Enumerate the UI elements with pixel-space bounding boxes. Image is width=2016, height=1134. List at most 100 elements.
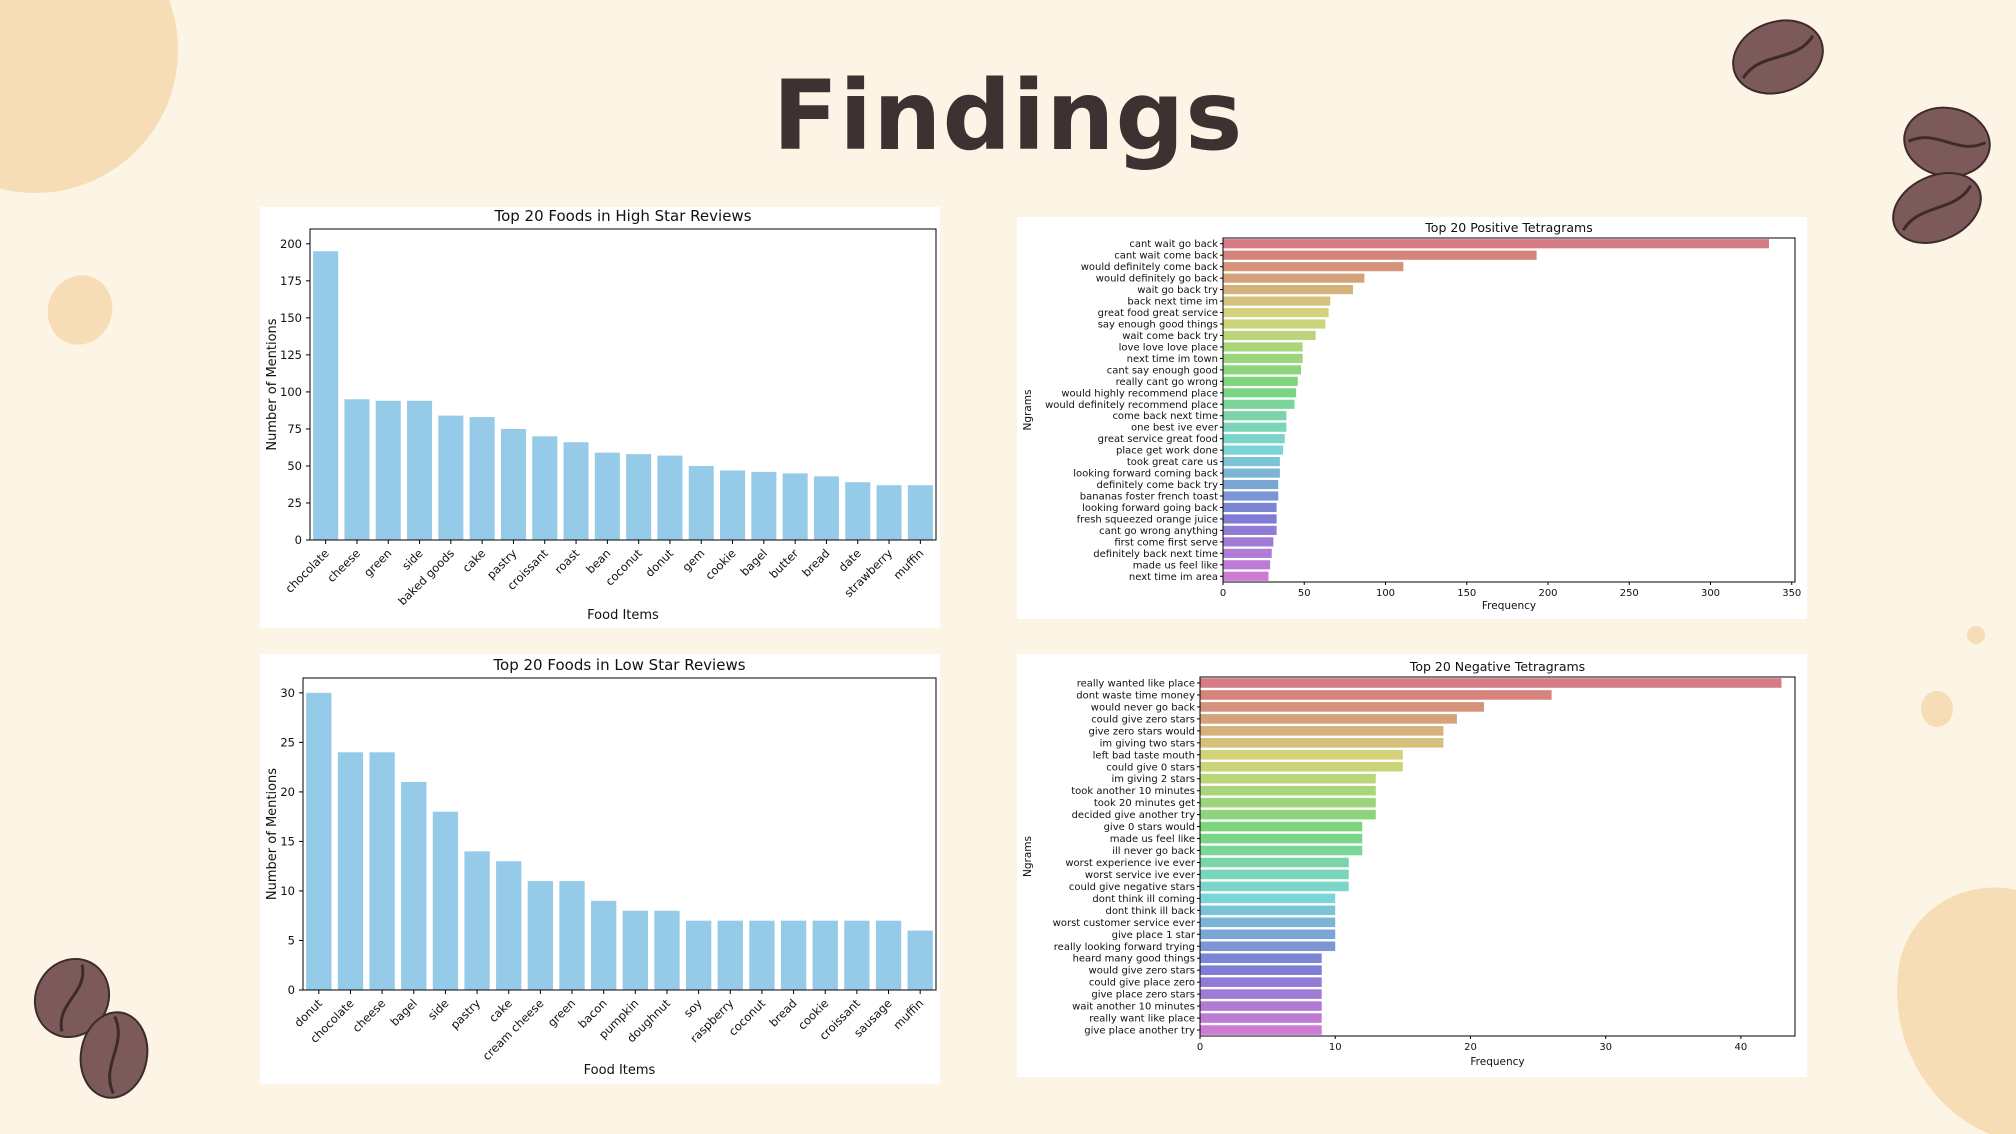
bar	[685, 920, 712, 990]
y-tick-label: heard many good things	[1073, 954, 1195, 965]
bar	[749, 920, 775, 990]
y-tick-label: great food great service	[1098, 308, 1218, 319]
small-blob	[1921, 691, 1953, 727]
bar	[1200, 773, 1376, 784]
bar	[1223, 571, 1269, 581]
x-tick-label: 200	[1538, 588, 1557, 599]
y-tick-label: 0	[288, 983, 295, 997]
bar	[591, 900, 617, 990]
bar	[1223, 319, 1326, 329]
bar	[1223, 285, 1353, 295]
x-axis-label: Frequency	[1482, 600, 1536, 612]
bar	[876, 485, 902, 540]
corner-blob	[1897, 887, 2016, 1134]
y-tick-label: come back next time	[1112, 411, 1218, 422]
bar	[782, 473, 808, 540]
y-tick-label: worst experience ive ever	[1065, 858, 1196, 869]
y-tick-label: cant wait come back	[1114, 251, 1218, 262]
bar	[875, 920, 902, 990]
bar	[1223, 468, 1280, 478]
positive-tetragrams-panel: Top 20 Positive Tetragrams cant wait go b…	[1017, 217, 1807, 619]
bar	[1200, 941, 1336, 952]
y-tick-label: 200	[280, 237, 302, 251]
y-tick-label: next time im town	[1127, 354, 1218, 365]
bar	[1223, 388, 1297, 398]
y-tick-label: would highly recommend place	[1061, 388, 1218, 399]
y-tick-label: could give zero stars	[1091, 714, 1195, 725]
bar	[717, 920, 743, 990]
high-star-chart-panel: Top 20 Foods in High Star Reviews chocola…	[260, 207, 940, 628]
bar	[845, 482, 871, 540]
x-tick-label: muffin	[890, 546, 926, 582]
bar	[563, 442, 589, 540]
y-tick-label: looking forward going back	[1082, 503, 1218, 514]
y-tick-label: 75	[287, 422, 302, 436]
y-tick-label: could give place zero	[1089, 978, 1195, 989]
bar	[844, 920, 870, 990]
y-tick-label: 15	[280, 834, 295, 848]
x-tick-label: 150	[1457, 588, 1476, 599]
bar	[1200, 761, 1403, 772]
y-tick-label: worst customer service ever	[1053, 918, 1196, 929]
bar	[1223, 422, 1287, 432]
x-tick-label: 50	[1298, 588, 1311, 599]
bar	[1200, 917, 1336, 928]
x-tick-label: green	[545, 996, 578, 1029]
y-tick-label: made us feel like	[1133, 560, 1218, 571]
chart-title: Top 20 Negative Tetragrams	[1409, 659, 1585, 674]
bar	[1223, 479, 1279, 490]
bar	[1200, 881, 1349, 892]
y-tick-label: took 20 minutes get	[1094, 798, 1195, 809]
bar	[1200, 678, 1782, 688]
small-dot	[1967, 626, 1985, 644]
y-tick-label: took another 10 minutes	[1071, 786, 1195, 797]
bar	[1223, 457, 1280, 467]
y-tick-label: left bad taste mouth	[1093, 750, 1195, 761]
negative-tetragrams-chart: Top 20 Negative Tetragrams really wanted …	[1022, 659, 1796, 1068]
bar	[1200, 929, 1336, 940]
bar	[369, 752, 395, 990]
bar	[1223, 514, 1277, 524]
bar	[688, 465, 714, 540]
x-tick-label: side	[399, 546, 426, 573]
x-tick-label: 250	[1620, 588, 1639, 599]
y-tick-label: 125	[280, 348, 302, 362]
bar	[1200, 833, 1363, 844]
y-tick-label: 20	[280, 785, 295, 799]
bar	[1200, 726, 1444, 736]
plot-frame	[302, 677, 937, 991]
x-tick-label: gem	[679, 546, 707, 574]
bar	[313, 251, 339, 540]
y-tick-label: wait go back try	[1137, 285, 1218, 296]
bar	[1200, 893, 1336, 904]
bar	[1223, 560, 1271, 570]
x-tick-label: 10	[1329, 1042, 1342, 1053]
y-tick-label: really want like place	[1089, 1014, 1195, 1025]
y-tick-label: 50	[287, 459, 302, 473]
y-tick-label: cant wait go back	[1129, 239, 1218, 250]
bar	[1200, 749, 1403, 760]
x-axis-label: Food Items	[587, 608, 659, 623]
bar	[1223, 399, 1295, 409]
x-tick-label: green	[361, 546, 394, 579]
bar	[1200, 738, 1444, 748]
x-tick-label: 100	[1376, 588, 1395, 599]
y-tick-label: cant say enough good	[1107, 365, 1218, 376]
bar	[306, 692, 332, 990]
x-tick-label: soy	[681, 996, 705, 1020]
x-axis-label: Food Items	[584, 1063, 656, 1078]
y-axis-label: Number of Mentions	[265, 768, 280, 900]
coffee-bean-icon	[1892, 172, 1982, 244]
bar	[1200, 809, 1376, 820]
bar	[1200, 702, 1484, 712]
bar	[720, 470, 746, 540]
y-tick-label: 10	[280, 884, 295, 898]
x-tick-label: 0	[1220, 588, 1226, 599]
bar	[1223, 307, 1329, 318]
x-tick-label: 40	[1735, 1042, 1748, 1053]
y-tick-label: im giving 2 stars	[1111, 774, 1195, 785]
high-star-foods-chart: Top 20 Foods in High Star Reviews chocola…	[265, 207, 937, 623]
y-tick-label: give 0 stars would	[1104, 822, 1195, 833]
bar	[626, 454, 652, 540]
